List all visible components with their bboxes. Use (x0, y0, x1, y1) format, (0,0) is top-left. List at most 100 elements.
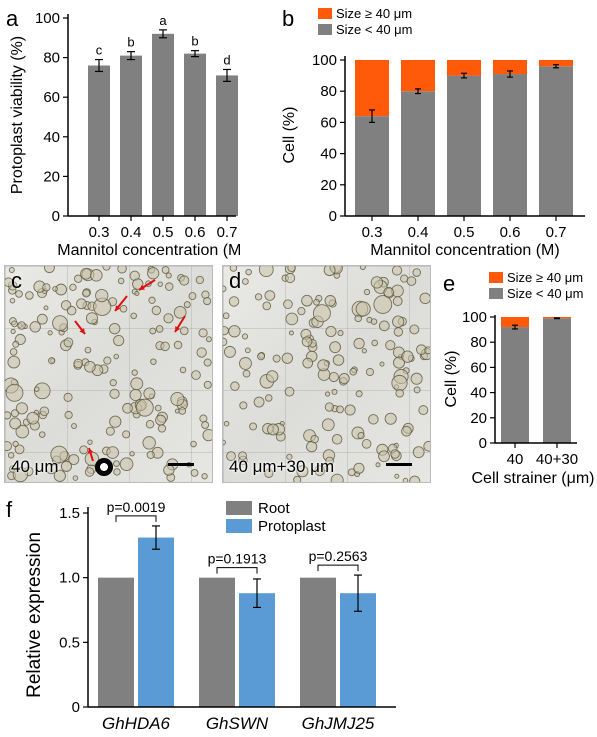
protoplast (353, 462, 365, 474)
protoplast (95, 288, 109, 303)
protoplast (146, 450, 155, 459)
y-tick-label: 0 (72, 699, 80, 716)
protoplast (155, 414, 167, 426)
protoplast (5, 441, 13, 452)
y-tick-label: 40 (43, 129, 60, 146)
protoplast (205, 336, 212, 343)
protoplast (113, 353, 120, 360)
protoplast (424, 346, 430, 355)
protoplast (285, 312, 299, 326)
protoplast (68, 454, 80, 465)
protoplast (196, 347, 207, 358)
protoplast (15, 290, 23, 298)
protoplast (391, 374, 408, 392)
protoplast (45, 463, 57, 475)
protoplast (286, 453, 293, 460)
protoplast (190, 468, 199, 477)
protoplast (245, 268, 252, 276)
protoplast (368, 414, 379, 425)
protoplast (323, 266, 336, 277)
protoplast (258, 266, 274, 278)
protoplast (135, 398, 154, 417)
significance-letter: d (223, 52, 230, 67)
protoplast (378, 320, 390, 332)
y-axis-label: Cell (%) (281, 107, 298, 164)
protoplast (17, 321, 26, 330)
protoplast (257, 352, 266, 361)
protoplast (163, 313, 174, 324)
protoplast (223, 312, 230, 320)
panel-label-d: d (229, 268, 242, 293)
protoplast (66, 305, 77, 316)
protoplast (85, 312, 99, 325)
y-tick-label: 100 (462, 309, 487, 326)
protoplast (322, 465, 329, 472)
protoplast (179, 326, 189, 336)
protoplast (361, 438, 372, 449)
protoplast (113, 460, 120, 467)
bar-small-cells (539, 66, 573, 217)
protoplast (142, 436, 156, 450)
protoplast (164, 282, 174, 291)
protoplast (297, 307, 306, 316)
protoplast (402, 477, 409, 482)
protoplast (409, 475, 421, 482)
legend-swatch-root (226, 501, 252, 515)
protoplast (26, 411, 40, 425)
protoplast (122, 402, 133, 414)
protoplast (10, 328, 16, 334)
protoplast (9, 297, 16, 304)
protoplast (160, 341, 170, 352)
protoplast (113, 335, 125, 347)
bar-small-cells (543, 318, 571, 443)
protoplast (223, 345, 236, 358)
protoplast (423, 440, 430, 452)
legend-label-small: Size < 40 μm (336, 22, 413, 37)
x-tick-label: 40+30 (536, 451, 578, 468)
x-tick-label: GhJMJ25 (302, 714, 375, 733)
y-tick-label: 80 (470, 334, 487, 351)
legend-label-large: Size ≥ 40 μm (507, 270, 583, 285)
protoplast (64, 410, 73, 420)
protoplast (130, 312, 138, 320)
protoplast (378, 450, 390, 463)
protoplast (12, 340, 20, 348)
legend-swatch-protoplast (226, 519, 252, 533)
bar-large-cells (539, 60, 573, 67)
protoplast (170, 391, 185, 407)
y-tick-label: 20 (320, 177, 337, 194)
micrograph-d: d 40 μm+30 μm (222, 265, 431, 483)
protoplast (359, 266, 366, 271)
protoplast (393, 356, 406, 369)
y-tick-label: 100 (35, 10, 60, 27)
bar (88, 65, 110, 217)
bar-root (199, 577, 235, 707)
x-tick-label: 0.4 (121, 224, 142, 241)
micrograph-caption: 40 μm+30 μm (229, 457, 335, 476)
protoplast (109, 415, 122, 428)
protoplast (264, 290, 276, 301)
protoplast (284, 386, 295, 397)
protoplast (201, 421, 210, 429)
y-tick-label: 0 (52, 208, 60, 225)
protoplast (198, 328, 208, 338)
x-tick-label: 0.7 (546, 224, 567, 241)
protoplast (301, 294, 313, 307)
protoplast (108, 322, 121, 335)
bar-root (98, 577, 134, 707)
protoplast (47, 330, 53, 336)
protoplast (106, 446, 119, 459)
legend-swatch-small (318, 24, 332, 35)
protoplast (76, 298, 87, 310)
protoplast (122, 430, 131, 439)
protoplast (84, 467, 95, 477)
protoplast (310, 434, 319, 444)
protoplast (264, 468, 274, 478)
protoplast (223, 420, 230, 427)
protoplast (254, 293, 263, 301)
y-tick-label: 0 (479, 435, 487, 452)
protoplast (195, 275, 204, 285)
y-tick-label: 40 (320, 146, 337, 163)
significance-bracket (317, 564, 359, 572)
p-value-label: p=0.0019 (107, 499, 166, 515)
